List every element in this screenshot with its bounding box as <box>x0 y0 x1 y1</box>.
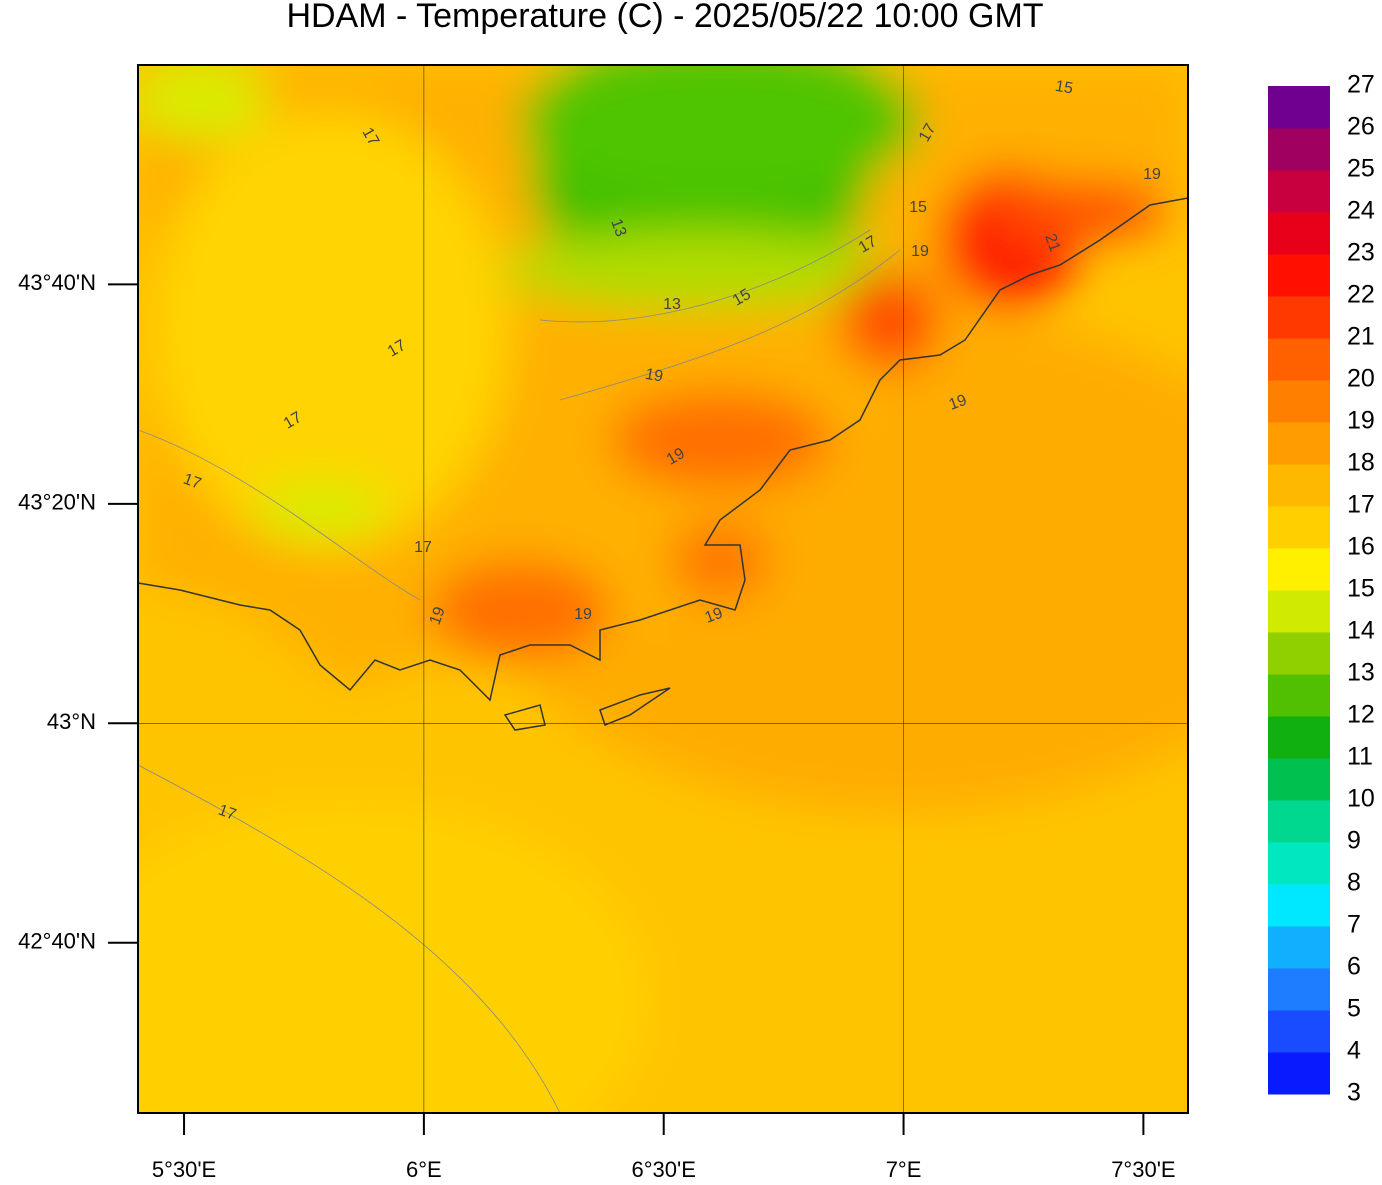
contour-label: 17 <box>216 802 239 824</box>
x-tick-label: 6°30'E <box>632 1157 696 1180</box>
colorbar-label: 3 <box>1347 1079 1361 1107</box>
contour-label: 17 <box>181 471 204 493</box>
contour-label: 13 <box>663 296 681 313</box>
contour-label: 19 <box>427 605 449 628</box>
colorbar-label: 8 <box>1347 869 1361 897</box>
map-title: HDAM - Temperature (C) - 2025/05/22 10:0… <box>286 0 1043 35</box>
coastline <box>138 197 1188 702</box>
y-tick-label: 43°40'N <box>18 270 96 295</box>
contour-label: 19 <box>1143 166 1161 183</box>
contour-label: 17 <box>358 125 382 149</box>
colorbar-label: 4 <box>1347 1037 1361 1065</box>
colorbar-label: 15 <box>1347 575 1375 603</box>
colorbar-bin <box>1268 842 1330 885</box>
colorbar-label: 6 <box>1347 953 1361 981</box>
colorbar-label: 11 <box>1347 743 1373 771</box>
colorbar-label: 17 <box>1347 491 1375 519</box>
contour-label: 15 <box>1054 78 1075 98</box>
colorbar-bin <box>1268 212 1330 255</box>
colorbar-bin <box>1268 800 1330 843</box>
contour-label: 19 <box>911 243 929 260</box>
colorbar-label: 19 <box>1347 407 1375 435</box>
colorbar-label: 22 <box>1347 281 1375 309</box>
colorbar-label: 5 <box>1347 995 1361 1023</box>
colorbar-label: 24 <box>1347 197 1375 225</box>
contour-label: 19 <box>644 366 665 386</box>
colorbar-label: 20 <box>1347 365 1375 393</box>
colorbar-label: 21 <box>1347 323 1375 351</box>
colorbar-label: 14 <box>1347 617 1375 645</box>
colorbar-bin <box>1268 968 1330 1011</box>
y-tick-label: 42°40'N <box>18 929 96 954</box>
colorbar-bin <box>1268 128 1330 171</box>
colorbar-label: 18 <box>1347 449 1375 477</box>
colorbar-label: 13 <box>1347 659 1375 687</box>
contour-label: 21 <box>1041 232 1063 255</box>
contour-label: 13 <box>607 217 629 240</box>
colorbar-label: 23 <box>1347 239 1375 267</box>
contour-label: 19 <box>947 392 970 414</box>
colorbar-bin <box>1268 884 1330 927</box>
contour-label: 17 <box>856 233 880 257</box>
colorbar-bin <box>1268 1010 1330 1053</box>
colorbar-bin <box>1268 338 1330 381</box>
colorbar-bin <box>1268 674 1330 717</box>
contour-label: 17 <box>385 337 409 361</box>
colorbar-bin <box>1268 296 1330 339</box>
contour-lines <box>138 229 901 1113</box>
contour-label: 15 <box>730 286 754 310</box>
colorbar-label: 25 <box>1347 155 1375 183</box>
y-tick-label: 43°N <box>47 709 96 734</box>
colorbar-label: 9 <box>1347 827 1361 855</box>
colorbar-bin <box>1268 632 1330 675</box>
colorbar-bin <box>1268 716 1330 759</box>
colorbar-bin <box>1268 1052 1330 1095</box>
colorbar-bin <box>1268 86 1330 129</box>
x-tick-label: 6°E <box>406 1157 442 1180</box>
colorbar-label: 7 <box>1347 911 1361 939</box>
contour-label: 17 <box>916 121 940 145</box>
colorbar-label: 26 <box>1347 113 1375 141</box>
contour-label: 15 <box>909 199 927 216</box>
colorbar-bin <box>1268 254 1330 297</box>
colorbar-bin <box>1268 170 1330 213</box>
colorbar-bin <box>1268 548 1330 591</box>
contour-label: 17 <box>281 409 305 433</box>
contour-label: 17 <box>414 539 432 556</box>
colorbar-label: 16 <box>1347 533 1375 561</box>
contour-label: 19 <box>664 445 688 469</box>
colorbar-label: 10 <box>1347 785 1375 813</box>
colorbar-bin <box>1268 464 1330 507</box>
colorbar-bin <box>1268 590 1330 633</box>
colorbar-label: 12 <box>1347 701 1375 729</box>
x-tick-label: 7°30'E <box>1111 1157 1175 1180</box>
colorbar-bin <box>1268 380 1330 423</box>
colorbar-bin <box>1268 926 1330 969</box>
colorbar-bin <box>1268 758 1330 801</box>
contour-label: 19 <box>703 605 726 627</box>
colorbar-bin <box>1268 422 1330 465</box>
x-tick-label: 7°E <box>886 1157 922 1180</box>
contour-label: 19 <box>574 606 592 623</box>
colorbar-bin <box>1268 506 1330 549</box>
colorbar-label: 27 <box>1347 71 1375 99</box>
y-tick-label: 43°20'N <box>18 490 96 515</box>
islands <box>503 687 671 731</box>
temperature-field <box>138 65 1188 1113</box>
x-tick-label: 5°30'E <box>152 1157 216 1180</box>
